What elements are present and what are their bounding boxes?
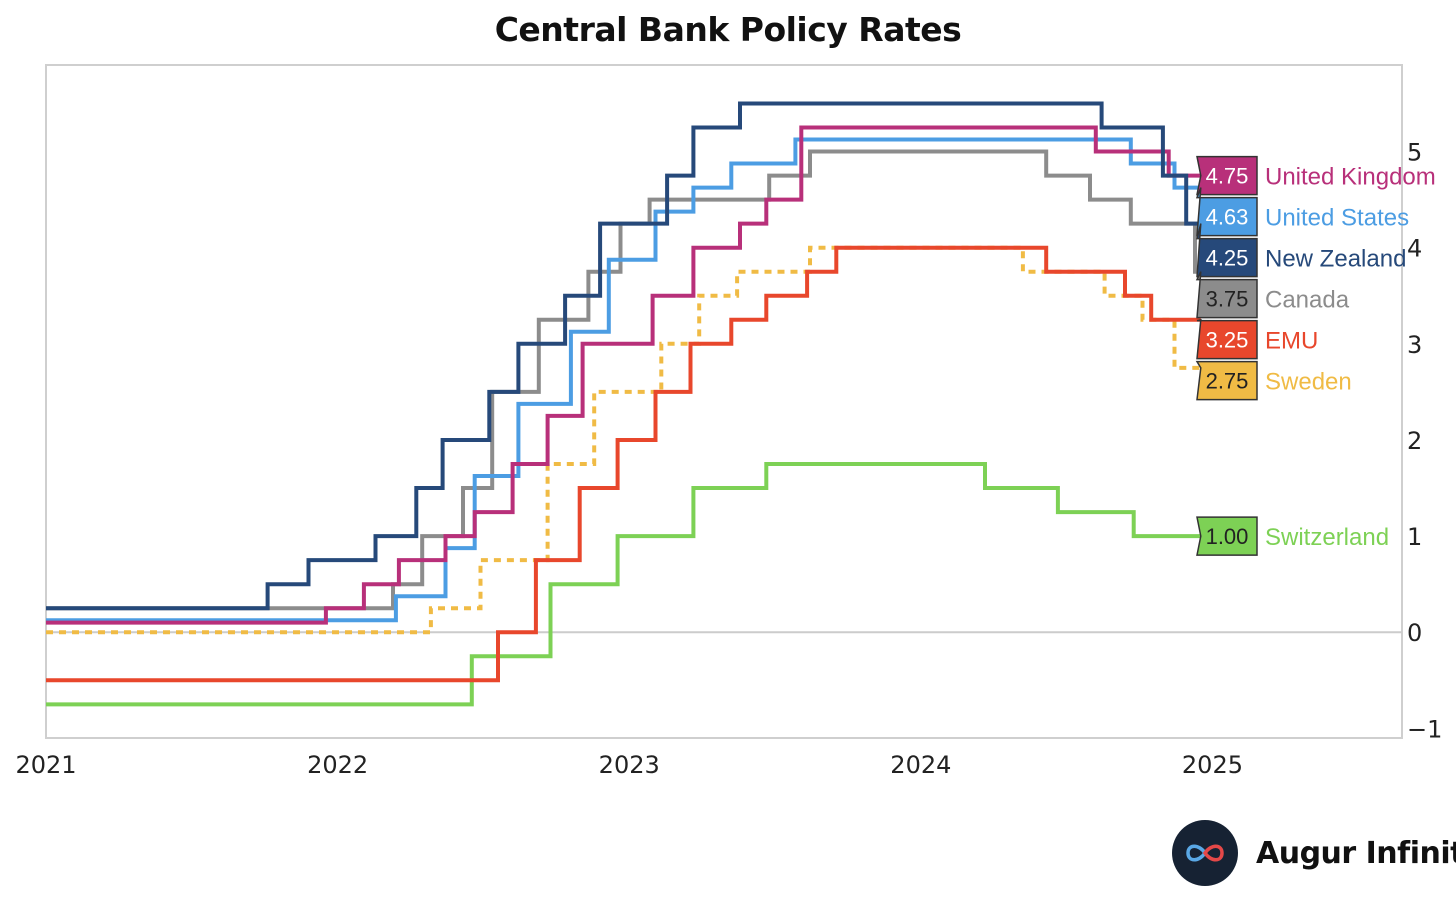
end-tag-value: 4.75 — [1206, 164, 1249, 189]
x-tick-label: 2021 — [15, 751, 76, 779]
end-tag-value: 4.25 — [1206, 246, 1249, 271]
series-line-united-states — [46, 137, 1201, 623]
brand-block: Augur Infinity — [1172, 820, 1456, 886]
series-name-label: EMU — [1265, 328, 1318, 355]
plot-frame — [45, 64, 1403, 739]
series-line-canada — [46, 149, 1201, 611]
x-tick-label: 2025 — [1182, 751, 1243, 779]
end-tag-united-kingdom: 4.75 United Kingdom — [1196, 155, 1436, 196]
y-tick-label: 5 — [1407, 139, 1422, 167]
infinity-logo-icon — [1172, 820, 1238, 886]
x-tick-label: 2024 — [890, 751, 951, 779]
series-name-label: Sweden — [1265, 369, 1352, 396]
x-tick-label: 2023 — [599, 751, 660, 779]
y-tick-label: 2 — [1407, 427, 1422, 455]
end-tag-emu: 3.25 EMU — [1196, 318, 1318, 360]
end-tag-marker — [1195, 271, 1258, 319]
brand-name: Augur Infinity — [1256, 835, 1456, 871]
end-tag-value: 1.00 — [1206, 524, 1249, 549]
end-tag-switzerland: 1.00 Switzerland — [1196, 516, 1389, 556]
end-tag-marker — [1195, 360, 1258, 401]
end-tag-value: 2.75 — [1206, 369, 1249, 394]
end-tag-value: 3.25 — [1206, 328, 1249, 353]
series-line-emu — [46, 245, 1201, 683]
end-tag-value: 4.63 — [1206, 205, 1249, 230]
series-line-united-kingdom — [46, 125, 1201, 625]
end-tag-marker — [1195, 187, 1258, 237]
series-name-label: New Zealand — [1265, 246, 1406, 273]
series-name-label: Canada — [1265, 287, 1350, 314]
end-tag-canada: 3.75 Canada — [1195, 271, 1350, 319]
y-tick-label: 1 — [1407, 523, 1422, 551]
y-tick-label: −1 — [1407, 715, 1442, 743]
series-line-new-zealand — [46, 101, 1201, 611]
end-tag-united-states: 4.63 United States — [1195, 187, 1409, 237]
series-name-label: United States — [1265, 205, 1409, 232]
y-tick-label: 0 — [1407, 619, 1422, 647]
end-tag-new-zealand: 4.25 New Zealand — [1196, 223, 1406, 278]
series-line-switzerland — [46, 462, 1201, 707]
series-line-sweden — [46, 245, 1201, 635]
series-name-label: Switzerland — [1265, 524, 1389, 551]
y-tick-label: 4 — [1407, 235, 1422, 263]
chart-title: Central Bank Policy Rates — [494, 10, 962, 49]
series-name-label: United Kingdom — [1265, 164, 1436, 191]
end-tag-marker — [1196, 155, 1258, 196]
end-tag-marker — [1196, 223, 1258, 278]
end-tag-marker — [1196, 318, 1258, 360]
y-tick-label: 3 — [1407, 331, 1422, 359]
end-tag-marker — [1196, 516, 1258, 556]
end-tag-sweden: 2.75 Sweden — [1195, 360, 1352, 401]
x-tick-label: 2022 — [307, 751, 368, 779]
end-tag-value: 3.75 — [1206, 287, 1249, 312]
